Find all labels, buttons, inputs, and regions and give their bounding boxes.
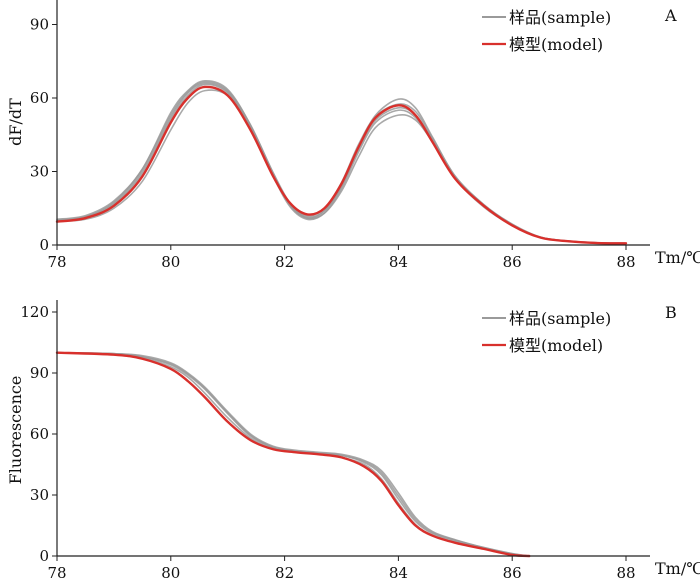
- panel-b-x-tick-label: 78: [47, 564, 66, 578]
- panel-a: 78 80 82 84 86 88 0 30 60 90 dF/dT Tm/℃ A 样品(samp…: [6, 0, 700, 271]
- panel-a-curves: [55, 80, 628, 245]
- panel-a-x-tick-label: 88: [616, 253, 635, 271]
- panel-b-y-tick-label: 60: [30, 425, 49, 443]
- panel-b-y-tick-label: 30: [30, 486, 49, 504]
- panel-b-x-tick-label: 82: [275, 564, 294, 578]
- panel-a-y-tick-label: 0: [39, 236, 49, 254]
- legend-label-sample: 样品(sample): [509, 309, 611, 328]
- panel-a-series-sample-2: [56, 83, 627, 245]
- panel-a-series-sample-4: [56, 89, 627, 245]
- panel-b-x-tick-label: 86: [503, 564, 522, 578]
- panel-a-series-sample-1: [56, 82, 627, 245]
- panel-a-label: A: [664, 6, 677, 25]
- panel-b-curves: [55, 351, 531, 558]
- panel-a-series-sample-0: [56, 80, 627, 245]
- panel-b-ylabel: Fluorescence: [6, 376, 25, 485]
- panel-b-x-tick-label: 84: [389, 564, 408, 578]
- panel-a-y-tick-label: 60: [30, 89, 49, 107]
- panel-a-ylabel: dF/dT: [6, 98, 25, 146]
- panel-a-x-tick-label: 84: [389, 253, 408, 271]
- panel-a-series-sample-3: [56, 81, 627, 245]
- panel-a-x-tick-label: 82: [275, 253, 294, 271]
- panel-a-xlabel: Tm/℃: [655, 248, 700, 267]
- panel-b-x-tick-label: 88: [616, 564, 635, 578]
- panel-b-y-tick-label: 120: [20, 303, 49, 321]
- panel-b-series-sample-3: [56, 351, 531, 557]
- panel-b-series-model: [55, 351, 531, 558]
- panel-a-series-model: [55, 85, 628, 245]
- panel-a-ticks: 78 80 82 84 86 88 0 30 60 90: [30, 16, 636, 272]
- panel-b-label: B: [665, 303, 677, 322]
- panel-b-y-tick-label: 90: [30, 364, 49, 382]
- panel-a-x-tick-label: 78: [47, 253, 66, 271]
- panel-b-ticks: 78 80 82 84 86 88 0 30 60 90 120: [20, 303, 635, 578]
- legend-label-model: 模型(model): [509, 35, 603, 54]
- panel-a-x-tick-label: 80: [161, 253, 180, 271]
- panel-b-series-sample-2: [56, 351, 531, 557]
- panel-a-legend: 样品(sample) 模型(model): [482, 8, 611, 54]
- panel-a-y-tick-label: 30: [30, 163, 49, 181]
- legend-label-sample: 样品(sample): [509, 8, 611, 27]
- panel-b-xlabel: Tm/℃: [655, 559, 700, 578]
- panel-a-y-tick-label: 90: [30, 16, 49, 34]
- legend-label-model: 模型(model): [509, 336, 603, 355]
- panel-b-series-sample-1: [56, 351, 531, 557]
- panel-b-legend: 样品(sample) 模型(model): [482, 309, 611, 355]
- panel-b-series-sample-0: [56, 351, 531, 557]
- panel-b-y-tick-label: 0: [39, 547, 49, 565]
- panel-a-x-tick-label: 86: [503, 253, 522, 271]
- panel-b-x-tick-label: 80: [161, 564, 180, 578]
- panel-b: 78 80 82 84 86 88 0 30 60 90 120 Fluorescence Tm/℃…: [6, 300, 700, 578]
